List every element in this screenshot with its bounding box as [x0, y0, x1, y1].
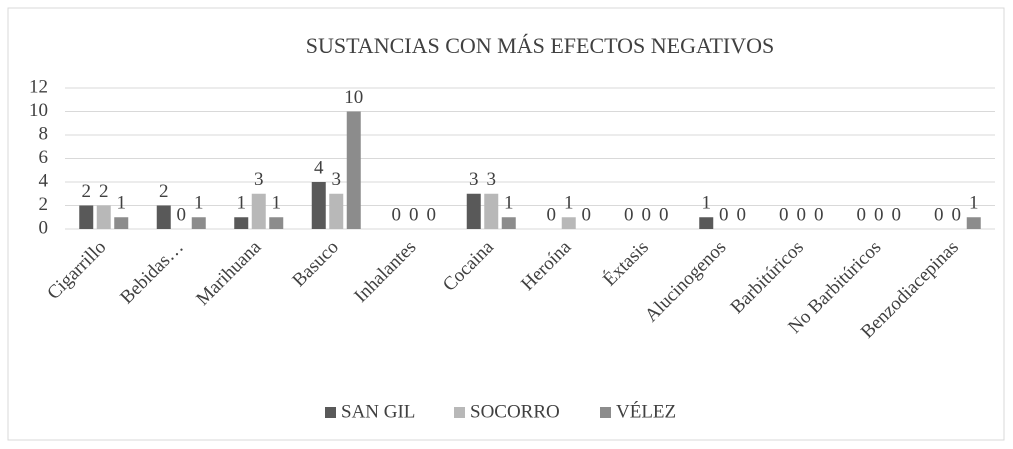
data-label: 3 [332, 169, 342, 190]
y-tick-label: 6 [39, 147, 49, 168]
bar [269, 217, 284, 229]
legend-label: SAN GIL [341, 401, 415, 422]
data-label: 0 [624, 204, 634, 225]
data-label: 0 [719, 204, 729, 225]
bar [966, 217, 981, 229]
data-label: 0 [392, 204, 402, 225]
legend-swatch [325, 407, 336, 418]
data-label: 0 [177, 204, 187, 225]
chart-title: SUSTANCIAS CON MÁS EFECTOS NEGATIVOS [306, 33, 774, 58]
data-label: 1 [504, 193, 514, 214]
data-label: 1 [969, 193, 979, 214]
bar [501, 217, 516, 229]
data-label: 0 [814, 204, 824, 225]
data-label: 2 [82, 181, 92, 202]
data-label: 0 [857, 204, 867, 225]
data-label: 10 [344, 87, 363, 108]
y-tick-label: 10 [29, 100, 48, 121]
bar [561, 217, 576, 229]
data-label: 0 [934, 204, 944, 225]
bar [79, 205, 94, 229]
data-label: 0 [547, 204, 557, 225]
data-label: 4 [314, 157, 324, 178]
data-label: 0 [892, 204, 902, 225]
data-label: 0 [779, 204, 789, 225]
data-label: 1 [272, 193, 282, 214]
data-label: 0 [409, 204, 419, 225]
data-label: 1 [194, 193, 204, 214]
data-label: 1 [117, 193, 127, 214]
data-label: 2 [99, 181, 109, 202]
y-tick-label: 8 [39, 123, 49, 144]
data-label: 0 [737, 204, 747, 225]
bar [311, 182, 326, 229]
bar [114, 217, 129, 229]
data-label: 1 [237, 193, 247, 214]
data-label: 3 [487, 169, 497, 190]
y-tick-label: 12 [29, 76, 48, 97]
data-label: 0 [952, 204, 962, 225]
bar [191, 217, 206, 229]
data-label: 0 [797, 204, 807, 225]
bar [156, 205, 171, 229]
data-label: 3 [469, 169, 479, 190]
bar [346, 111, 361, 229]
bar [96, 205, 111, 229]
bar [699, 217, 714, 229]
bar [466, 193, 481, 229]
y-tick-label: 4 [39, 170, 49, 191]
y-tick-label: 2 [39, 194, 49, 215]
legend-label: VÉLEZ [616, 400, 676, 422]
legend-label: SOCORRO [470, 401, 560, 422]
data-label: 0 [642, 204, 652, 225]
legend-swatch [600, 407, 611, 418]
data-label: 0 [582, 204, 592, 225]
bar [329, 193, 344, 229]
bar [484, 193, 499, 229]
data-label: 2 [159, 181, 169, 202]
data-label: 0 [427, 204, 437, 225]
bar [234, 217, 249, 229]
legend-swatch [454, 407, 465, 418]
data-label: 0 [659, 204, 669, 225]
bar [251, 193, 266, 229]
y-tick-label: 0 [39, 217, 49, 238]
data-label: 3 [254, 169, 264, 190]
data-label: 1 [702, 193, 712, 214]
data-label: 0 [874, 204, 884, 225]
data-label: 1 [564, 193, 574, 214]
